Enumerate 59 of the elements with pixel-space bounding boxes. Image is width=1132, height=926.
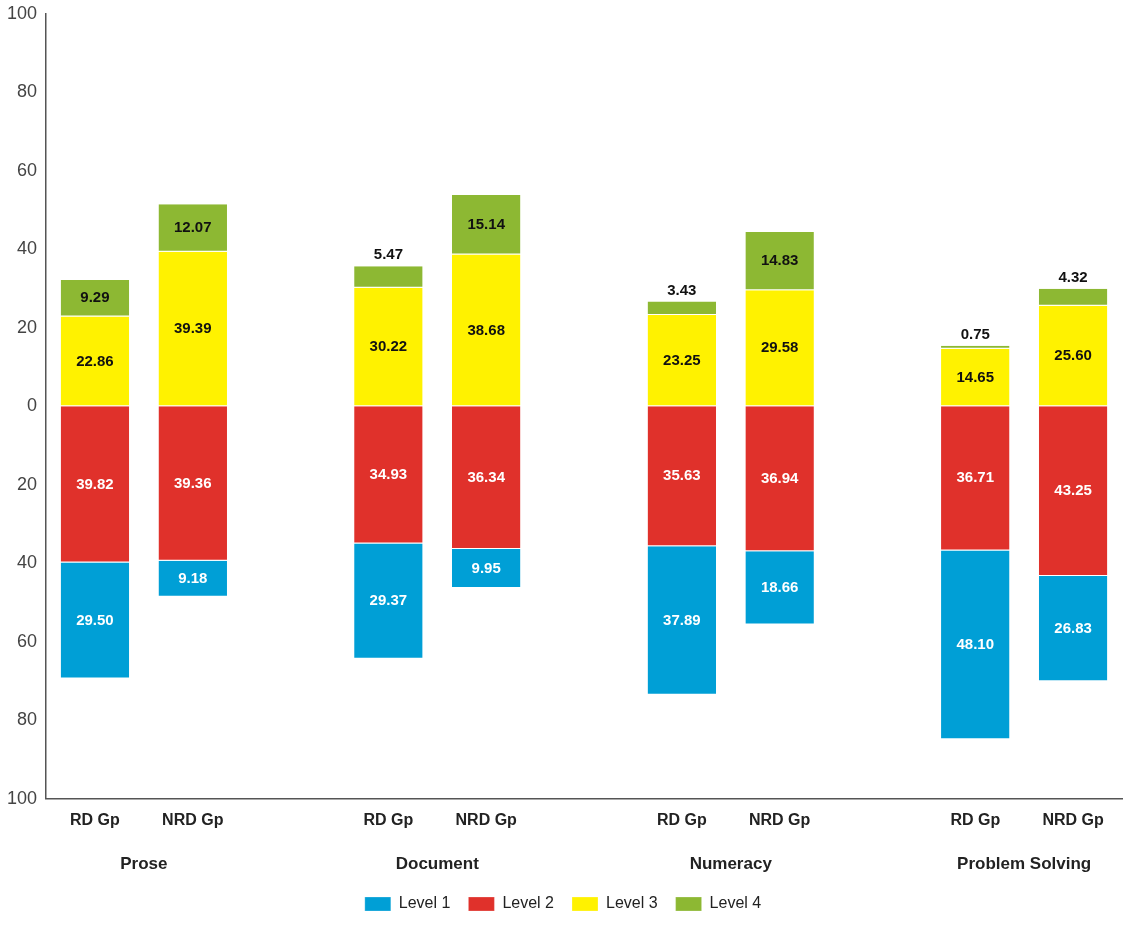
x-tick-label: RD Gp	[363, 810, 414, 828]
y-tick-label: 20	[17, 316, 38, 337]
y-tick-label: 60	[17, 159, 38, 180]
y-tick-label: 80	[17, 81, 38, 102]
data-label: 9.29	[80, 288, 110, 306]
y-tick-label: 100	[6, 2, 38, 23]
y-tick-label: 0	[27, 395, 38, 416]
text: Document	[395, 853, 480, 873]
data-label: 39.36	[173, 473, 212, 491]
legend-label: Level 2	[502, 894, 555, 912]
y-tick-label: 20	[17, 473, 38, 494]
data-label: 25.60	[1054, 346, 1092, 364]
data-label: 12.07	[173, 218, 212, 236]
data-label: 9.95	[471, 558, 501, 576]
data-label: 0.75	[960, 325, 990, 342]
x-tick-label: NRD Gp	[455, 810, 518, 828]
data-label: 29.37	[369, 591, 408, 609]
data-label: 48.10	[956, 634, 995, 652]
data-label: 29.58	[760, 338, 799, 356]
text: Problem Solving	[957, 853, 1092, 873]
legend-label: Level 3	[606, 894, 658, 912]
data-label: 36.34	[467, 467, 506, 485]
text: Numeracy	[689, 853, 773, 873]
data-label: 23.25	[663, 350, 701, 368]
x-tick-label: NRD Gp	[162, 810, 224, 828]
legend-label: Level 1	[398, 894, 451, 912]
x-tick-label: RD Gp	[656, 810, 707, 828]
data-label: 9.18	[178, 568, 208, 586]
data-label: 4.32	[1058, 268, 1088, 285]
data-label: 14.65	[956, 367, 995, 385]
data-label: 26.83	[1054, 618, 1092, 636]
data-label: 15.14	[467, 214, 506, 232]
x-tick-label: NRD Gp	[1042, 810, 1104, 828]
data-label: 36.71	[956, 468, 995, 486]
y-tick-label: 40	[17, 552, 38, 573]
data-label: 43.25	[1054, 481, 1092, 499]
x-tick-label: NRD Gp	[748, 810, 811, 828]
text: Prose	[120, 853, 168, 873]
data-label: 34.93	[369, 464, 408, 482]
data-label: 18.66	[760, 578, 799, 596]
data-label: 3.43	[667, 280, 697, 298]
y-tick-label: 80	[17, 709, 38, 730]
data-label: 36.94	[760, 468, 800, 486]
data-label: 29.50	[76, 610, 114, 628]
x-tick-label: RD Gp	[70, 810, 121, 828]
y-tick-label: 40	[17, 238, 38, 259]
y-tick-label: 60	[17, 630, 38, 651]
data-label: 30.22	[369, 337, 408, 355]
data-label: 37.89	[663, 610, 701, 628]
data-label: 22.86	[76, 351, 114, 369]
data-label: 14.83	[760, 251, 799, 269]
data-label: 35.63	[663, 466, 701, 484]
data-label: 39.82	[76, 474, 114, 492]
legend-label: Level 4	[709, 894, 762, 912]
data-label: 5.47	[373, 245, 403, 263]
x-tick-label: RD Gp	[950, 810, 1001, 828]
data-label: 39.39	[173, 319, 212, 337]
data-label: 38.68	[467, 320, 505, 338]
y-tick-label: 100	[6, 787, 38, 808]
